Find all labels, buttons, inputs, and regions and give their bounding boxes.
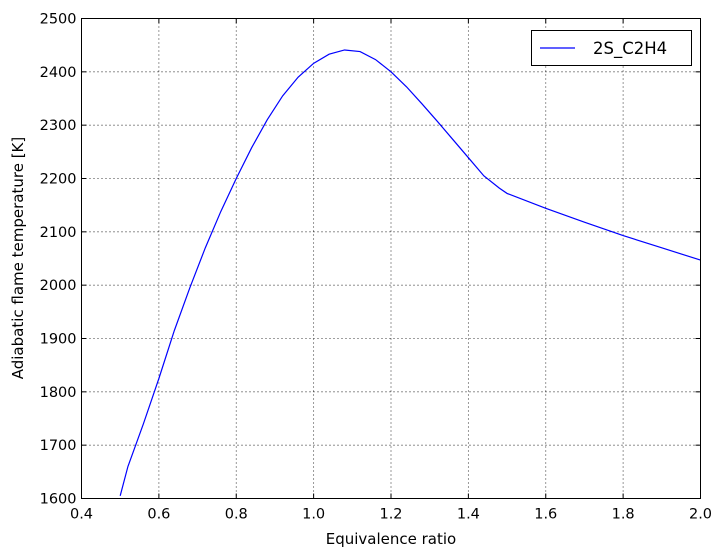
x-tick-label: 1.4 [457,507,480,523]
x-tick-label: 0.4 [70,507,93,523]
axis-ticks [81,18,701,499]
y-tick-label: 2500 [40,12,77,28]
legend: 2S_C2H4 [531,30,692,66]
x-tick-label: 1.0 [302,507,325,523]
y-tick-label: 2100 [40,225,77,241]
x-tick-label: 0.6 [147,507,170,523]
legend-label-2s-c2h4: 2S_C2H4 [593,39,667,59]
y-tick-label: 1700 [40,438,77,454]
y-tick-label: 1900 [40,332,77,348]
x-tick-labels: 0.4 0.6 0.8 1.0 1.2 1.4 1.6 1.8 2.0 [70,507,712,523]
series-line-2s-c2h4 [119,49,701,496]
x-axis-label: Equivalence ratio [326,530,456,548]
y-tick-label: 2300 [40,118,77,134]
y-tick-label: 1800 [40,385,77,401]
y-axis-label: Adiabatic flame temperature [K] [9,137,27,380]
x-tick-label: 1.2 [379,507,402,523]
x-tick-label: 0.8 [225,507,248,523]
y-tick-label: 2400 [40,65,77,81]
x-tick-label: 2.0 [689,507,712,523]
y-tick-label: 1600 [40,492,77,508]
x-tick-label: 1.6 [534,507,557,523]
y-tick-label: 2000 [40,278,77,294]
x-tick-label: 1.8 [612,507,635,523]
y-tick-label: 2200 [40,172,77,188]
y-tick-labels: 1600 1700 1800 1900 2000 2100 2200 2300 2400 2500 [40,12,77,508]
